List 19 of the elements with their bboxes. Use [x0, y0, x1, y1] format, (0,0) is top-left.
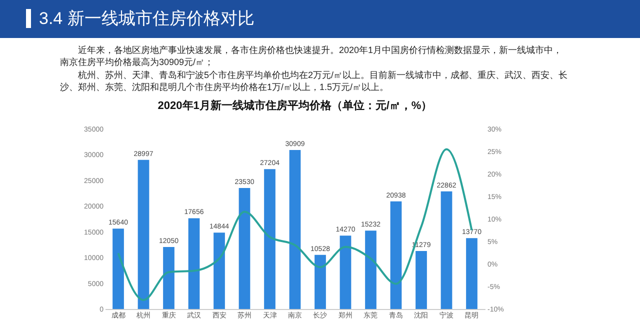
- bar: [466, 238, 478, 309]
- bar: [289, 150, 301, 309]
- chart-title: 2020年1月新一线城市住房平均价格（单位：元/㎡，%）: [158, 99, 432, 112]
- bar: [440, 191, 452, 309]
- bar: [163, 247, 174, 309]
- bar: [340, 236, 352, 309]
- bar: [238, 188, 250, 309]
- bar: [365, 230, 376, 309]
- bar: [138, 160, 150, 309]
- text: 近年来，各地区房地产事业快速发展，各市住房价格也快速提升。2020年1月中国房价行情检测数据显示，新一线城市中，南京住房平均价格最高为30909元/㎡；: [60, 44, 564, 68]
- bar: [112, 228, 124, 309]
- text: 杭州、苏州、天津、青岛和宁波5个市住房平均单价也均在2万元/㎡以上。目前新一线城市中，成都、重庆、武汉、西安、长沙、郑州、东莞、沈阳和昆明几个市住房平均价格在1万/㎡以上，1.5万元/㎡以上。: [60, 69, 569, 93]
- bar: [416, 250, 427, 309]
- bar: [264, 169, 276, 309]
- bar: [314, 254, 326, 309]
- bar: [390, 201, 402, 309]
- text: 3.4 新一线城市住房价格对比: [26, 9, 254, 28]
- bar: [188, 218, 200, 309]
- bar: [214, 232, 225, 309]
